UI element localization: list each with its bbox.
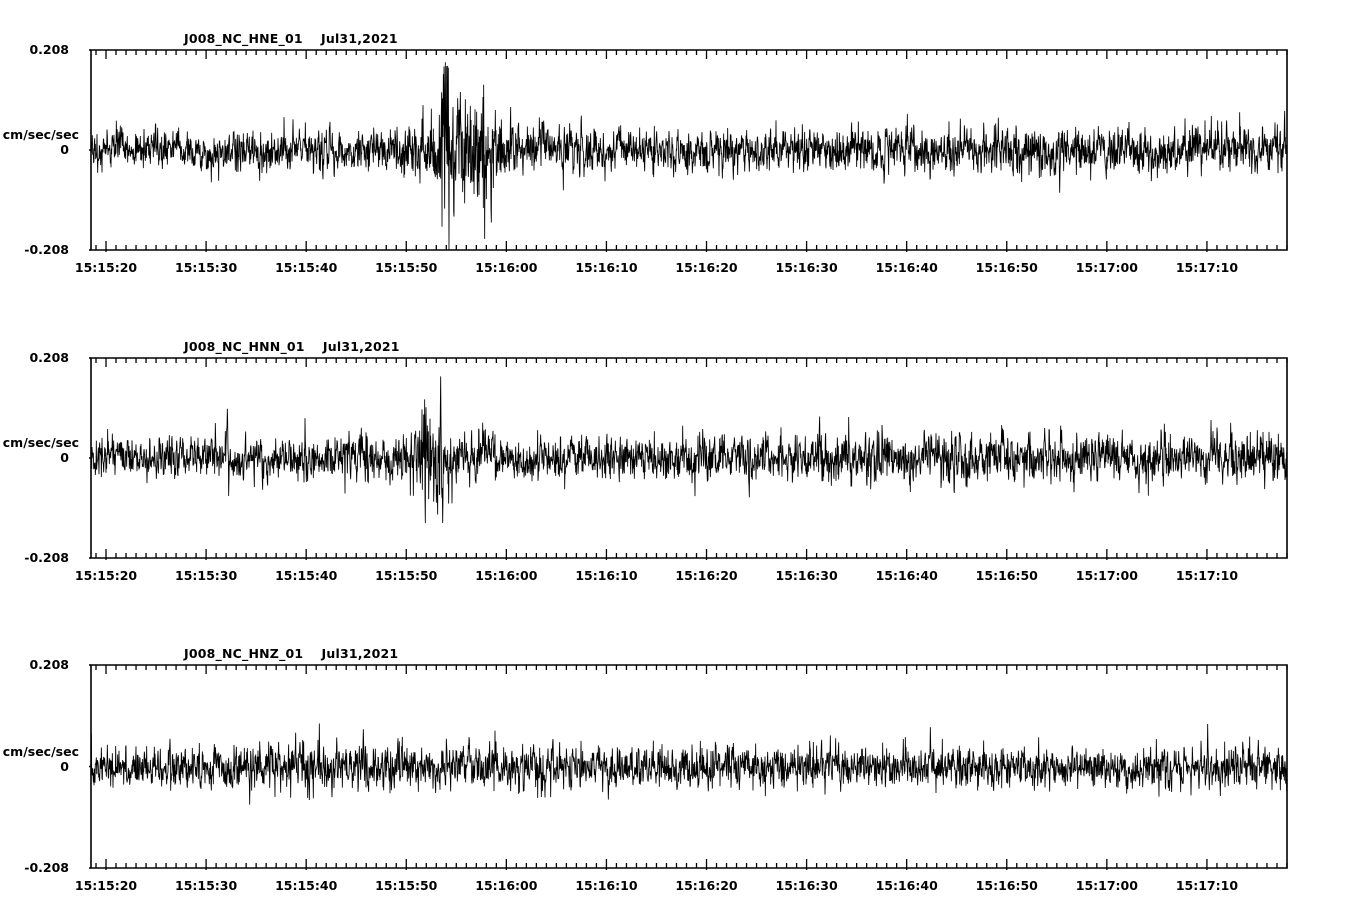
- x-tick-label: 15:16:30: [775, 260, 838, 275]
- x-tick-label: 15:16:00: [475, 260, 538, 275]
- y-axis-ticks: [89, 357, 91, 559]
- y-tick-label: 0: [60, 758, 69, 774]
- plot-area: [89, 664, 1288, 870]
- waveform-trace: [90, 62, 1288, 251]
- x-tick-label: 15:16:10: [575, 260, 638, 275]
- x-tick-label: 15:15:30: [175, 260, 238, 275]
- plot-area: [89, 357, 1288, 560]
- x-tick-label: 15:15:50: [375, 568, 438, 583]
- y-axis-unit-label: cm/sec/sec: [2, 127, 79, 142]
- panel-title: J008_NC_HNN_01 Jul31,2021: [184, 339, 400, 354]
- x-tick-label: 15:16:20: [675, 878, 738, 893]
- y-tick-label: 0.208: [29, 350, 69, 365]
- x-tick-label: 15:17:10: [1175, 260, 1239, 275]
- x-tick-label: 15:17:00: [1075, 260, 1138, 275]
- x-axis-ticks: [95, 665, 1288, 870]
- x-tick-label: 15:16:50: [975, 260, 1038, 275]
- panel-title: J008_NC_HNZ_01 Jul31,2021: [184, 646, 399, 661]
- x-tick-label: 15:15:40: [275, 260, 338, 275]
- x-tick-label: 15:16:50: [975, 568, 1038, 583]
- x-tick-label: 15:16:50: [975, 878, 1038, 893]
- x-tick-label: 15:16:00: [475, 568, 538, 583]
- x-tick-label: 15:16:40: [875, 878, 938, 893]
- y-tick-label: 0.208: [29, 657, 69, 672]
- x-tick-label: 15:16:20: [675, 568, 738, 583]
- x-tick-label: 15:15:30: [175, 878, 238, 893]
- x-tick-label: 15:17:00: [1075, 568, 1138, 583]
- x-tick-label: 15:16:10: [575, 568, 638, 583]
- y-tick-label: -0.208: [24, 550, 69, 565]
- x-tick-label: 15:15:40: [275, 568, 338, 583]
- y-tick-label: 0: [60, 450, 69, 465]
- y-tick-label: -0.208: [24, 860, 69, 875]
- x-tick-label: 15:16:00: [475, 878, 538, 893]
- y-tick-label: -0.208: [24, 242, 69, 257]
- y-axis-ticks: [89, 49, 91, 251]
- x-tick-label: 15:16:30: [775, 568, 838, 583]
- y-tick-label: 0.208: [29, 42, 69, 57]
- x-tick-label: 15:16:40: [875, 568, 938, 583]
- x-tick-label: 15:15:50: [375, 878, 438, 893]
- x-tick-label: 15:17:00: [1075, 878, 1138, 893]
- x-axis-ticks: [95, 50, 1288, 252]
- y-axis-unit-label: cm/sec/sec: [2, 435, 79, 450]
- x-tick-label: 15:15:50: [375, 260, 438, 275]
- y-tick-label: 0: [60, 142, 69, 157]
- x-tick-label: 15:15:20: [74, 878, 138, 893]
- x-tick-label: 15:17:10: [1175, 568, 1239, 583]
- waveform-trace: [90, 376, 1288, 524]
- waveform-trace: [90, 723, 1288, 805]
- plot-area: [89, 49, 1288, 252]
- panel-title: J008_NC_HNE_01 Jul31,2021: [184, 31, 398, 46]
- x-tick-label: 15:15:20: [74, 568, 138, 583]
- x-tick-label: 15:15:20: [74, 260, 138, 275]
- x-tick-label: 15:16:40: [875, 260, 938, 275]
- x-tick-label: 15:17:10: [1175, 878, 1239, 893]
- x-axis-ticks: [95, 358, 1288, 560]
- y-axis-unit-label: cm/sec/sec: [2, 743, 79, 759]
- x-tick-label: 15:15:30: [175, 568, 238, 583]
- y-axis-ticks: [89, 664, 91, 869]
- x-tick-label: 15:15:40: [275, 878, 338, 893]
- x-tick-label: 15:16:20: [675, 260, 738, 275]
- x-tick-label: 15:16:30: [775, 878, 838, 893]
- x-tick-label: 15:16:10: [575, 878, 638, 893]
